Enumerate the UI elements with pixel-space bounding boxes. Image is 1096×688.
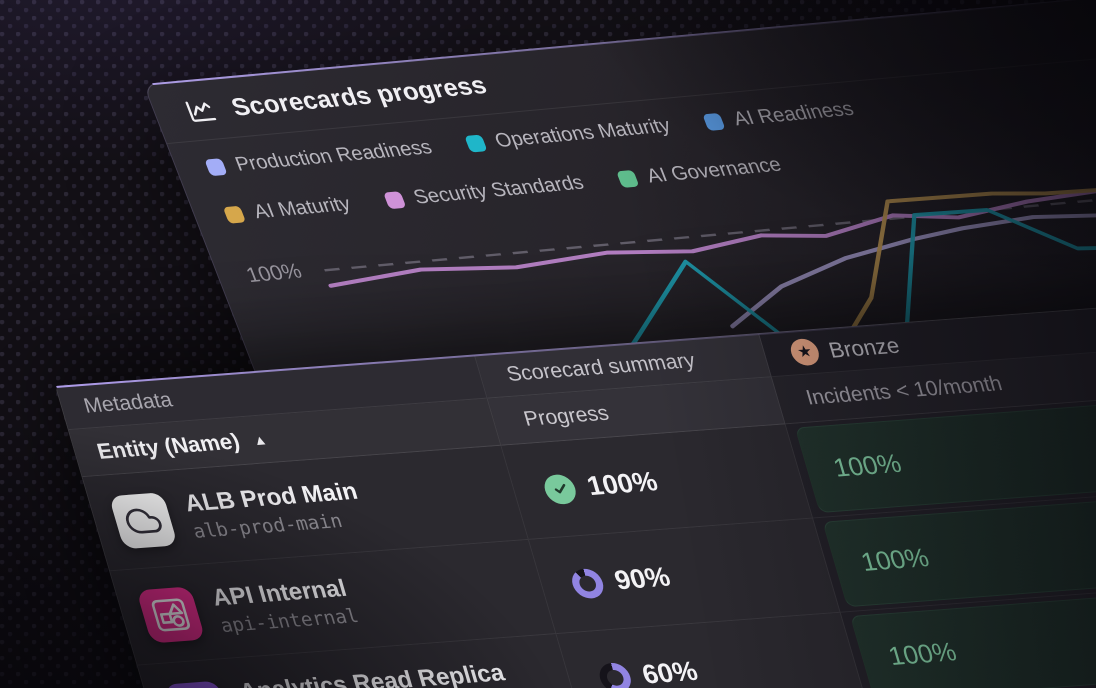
replica-icon	[163, 680, 233, 688]
line-chart-icon	[180, 95, 221, 127]
legend-label: Operations Maturity	[491, 114, 674, 152]
progress-value: 60%	[638, 655, 702, 688]
legend-label: Security Standards	[410, 171, 588, 209]
legend-item-production-readiness[interactable]: Production Readiness	[203, 136, 435, 179]
star-icon: ★	[795, 342, 815, 361]
group-label: Bronze	[825, 332, 903, 363]
incidents-value: 100%	[857, 542, 933, 577]
legend-item-ai-readiness[interactable]: AI Readiness	[701, 98, 857, 134]
legend-label: AI Readiness	[730, 98, 857, 131]
group-label: Scorecard summary	[503, 348, 698, 386]
legend-swatch	[222, 205, 247, 224]
legend-label: AI Governance	[643, 153, 785, 188]
cloud-icon	[108, 491, 178, 549]
group-label: Metadata	[80, 388, 175, 418]
legend-swatch	[382, 191, 407, 210]
legend-item-ai-governance[interactable]: AI Governance	[615, 154, 785, 191]
legend-item-operations-maturity[interactable]: Operations Maturity	[463, 115, 674, 156]
legend-label: AI Maturity	[250, 193, 354, 224]
column-label: Entity (Name)	[93, 428, 243, 464]
legend-item-security-standards[interactable]: Security Standards	[382, 172, 588, 212]
entity-name: Analytics Read Replica	[236, 659, 508, 688]
progress-ring-icon	[568, 567, 607, 599]
shapes-icon	[136, 585, 206, 643]
bronze-star-badge-icon: ★	[787, 337, 823, 367]
card-title: Scorecards progress	[227, 70, 491, 122]
progress-value: 100%	[583, 466, 661, 502]
check-circle-icon	[540, 473, 580, 505]
legend-swatch	[615, 169, 640, 189]
progress-ring-icon	[595, 661, 635, 688]
legend-item-ai-maturity[interactable]: AI Maturity	[222, 193, 355, 227]
incidents-value: 100%	[884, 636, 960, 671]
column-label: Progress	[520, 401, 612, 431]
incidents-value: 100%	[829, 448, 905, 483]
progress-value: 90%	[611, 561, 674, 596]
legend-swatch	[702, 112, 726, 131]
legend-swatch	[204, 158, 228, 177]
sort-ascending-icon[interactable]: ▲	[250, 430, 270, 448]
legend-label: Production Readiness	[232, 136, 436, 176]
legend-swatch	[463, 134, 488, 153]
column-label: Incidents < 10/month	[803, 371, 1005, 409]
